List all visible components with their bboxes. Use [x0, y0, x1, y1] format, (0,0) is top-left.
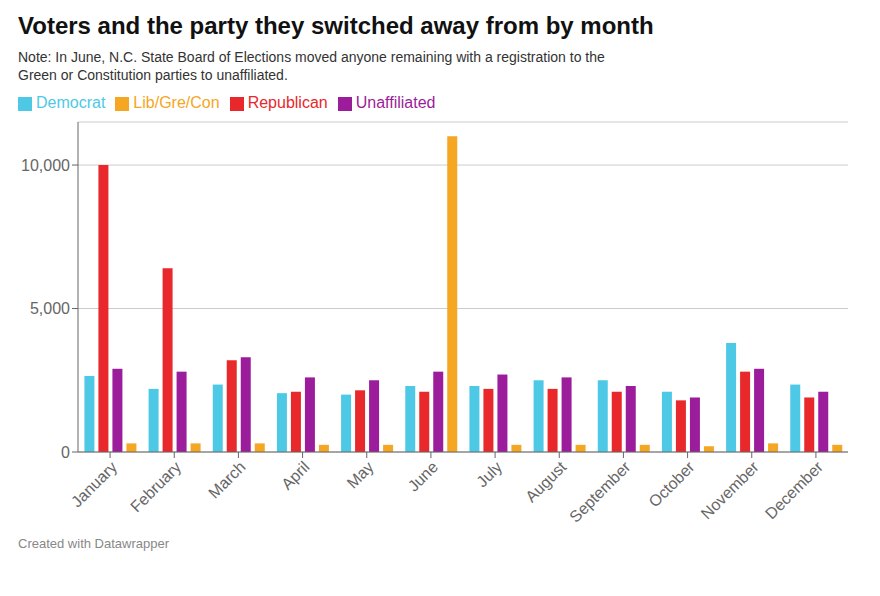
html-text:Democrat: Democrat: [36, 94, 106, 111]
svg-text:October: October: [645, 458, 698, 511]
svg-text:5,000: 5,000: [30, 300, 70, 317]
svg-text:July: July: [473, 458, 505, 490]
svg-text:January: January: [68, 458, 120, 510]
svg-text:December: December: [762, 458, 827, 523]
svg-text:June: June: [405, 458, 442, 495]
svg-text:10,000: 10,000: [21, 157, 70, 174]
svg-text:February: February: [127, 458, 184, 515]
svg-text:April: April: [278, 458, 313, 493]
html-text:Republican: Republican: [247, 94, 328, 111]
svg-text:May: May: [344, 458, 377, 491]
html-text:Created with Datawrapper: Created with Datawrapper: [18, 536, 169, 551]
html-text:Note: In June, N.C. State Boar: Note: In June, N.C. State Board of Elect…: [18, 49, 605, 65]
html-text:Voters and the party they swit: Voters and the party they switched away …: [18, 12, 654, 39]
svg-text:March: March: [205, 458, 248, 501]
html-text:Lib/Gre/Con: Lib/Gre/Con: [133, 94, 220, 111]
svg-text:August: August: [522, 458, 570, 506]
svg-text:0: 0: [61, 444, 70, 461]
html-text:Green or Constitution parties: Green or Constitution parties to unaffil…: [18, 67, 288, 83]
svg-text:November: November: [698, 458, 763, 523]
html-text:Unaffiliated: Unaffiliated: [355, 94, 436, 111]
svg-text:September: September: [566, 458, 634, 526]
